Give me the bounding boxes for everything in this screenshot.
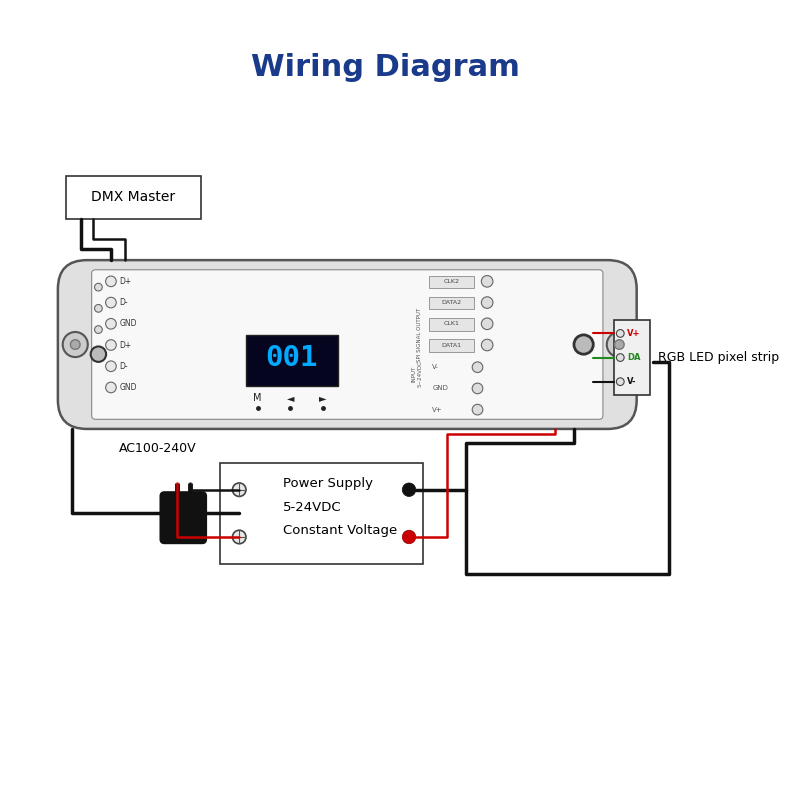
Text: Constant Voltage: Constant Voltage xyxy=(282,524,397,537)
FancyBboxPatch shape xyxy=(92,270,603,419)
Text: ►: ► xyxy=(319,393,327,403)
Circle shape xyxy=(606,332,632,357)
Circle shape xyxy=(106,318,116,329)
Text: 5-24VDC: 5-24VDC xyxy=(282,501,342,514)
Text: D+: D+ xyxy=(120,341,132,350)
Text: V+: V+ xyxy=(627,329,641,338)
FancyBboxPatch shape xyxy=(66,176,201,218)
Text: V+: V+ xyxy=(432,406,442,413)
Circle shape xyxy=(482,275,493,287)
Circle shape xyxy=(233,483,246,497)
Text: CLK2: CLK2 xyxy=(443,279,459,284)
Circle shape xyxy=(106,340,116,350)
Circle shape xyxy=(94,283,102,291)
Text: D-: D- xyxy=(120,298,128,307)
Circle shape xyxy=(482,318,493,330)
Circle shape xyxy=(62,332,88,357)
Circle shape xyxy=(94,305,102,312)
Circle shape xyxy=(233,530,246,544)
Text: RGB LED pixel strip: RGB LED pixel strip xyxy=(658,351,779,364)
FancyBboxPatch shape xyxy=(430,297,474,310)
FancyBboxPatch shape xyxy=(220,462,422,564)
Circle shape xyxy=(614,340,624,350)
Circle shape xyxy=(106,276,116,286)
Text: GND: GND xyxy=(120,383,137,392)
Text: DA: DA xyxy=(627,353,641,362)
Circle shape xyxy=(106,361,116,371)
Text: V-: V- xyxy=(432,364,439,370)
Text: M: M xyxy=(254,393,262,403)
Text: D-: D- xyxy=(120,362,128,370)
Circle shape xyxy=(617,354,624,362)
Text: INPUT
5~24VDC: INPUT 5~24VDC xyxy=(411,360,422,387)
Text: DATA1: DATA1 xyxy=(442,342,462,347)
FancyBboxPatch shape xyxy=(430,339,474,352)
Circle shape xyxy=(70,340,80,350)
Circle shape xyxy=(617,330,624,338)
Circle shape xyxy=(106,382,116,393)
Circle shape xyxy=(482,297,493,308)
FancyBboxPatch shape xyxy=(430,318,474,330)
Circle shape xyxy=(574,335,594,354)
Circle shape xyxy=(94,326,102,334)
Text: ◄: ◄ xyxy=(286,393,294,403)
Text: GND: GND xyxy=(120,319,137,328)
Text: 001: 001 xyxy=(266,343,318,371)
Circle shape xyxy=(90,346,106,362)
FancyBboxPatch shape xyxy=(614,320,650,395)
Text: CLK1: CLK1 xyxy=(443,322,459,326)
FancyBboxPatch shape xyxy=(430,275,474,288)
Circle shape xyxy=(472,404,483,415)
Text: Wiring Diagram: Wiring Diagram xyxy=(251,53,520,82)
Text: Power Supply: Power Supply xyxy=(282,478,373,490)
FancyBboxPatch shape xyxy=(58,260,637,429)
Text: SPI SIGNAL OUTPUT: SPI SIGNAL OUTPUT xyxy=(417,308,422,362)
Circle shape xyxy=(472,362,483,373)
Circle shape xyxy=(106,298,116,308)
Circle shape xyxy=(472,383,483,394)
Text: D+: D+ xyxy=(120,277,132,286)
Text: V-: V- xyxy=(627,377,637,386)
Circle shape xyxy=(482,339,493,351)
Circle shape xyxy=(617,378,624,386)
FancyBboxPatch shape xyxy=(246,335,338,386)
Text: DATA2: DATA2 xyxy=(442,300,462,305)
Text: GND: GND xyxy=(432,386,448,391)
Text: DMX Master: DMX Master xyxy=(91,190,175,205)
Circle shape xyxy=(402,530,416,544)
Text: AC100-240V: AC100-240V xyxy=(118,442,196,455)
Circle shape xyxy=(402,483,416,497)
FancyBboxPatch shape xyxy=(161,492,206,543)
